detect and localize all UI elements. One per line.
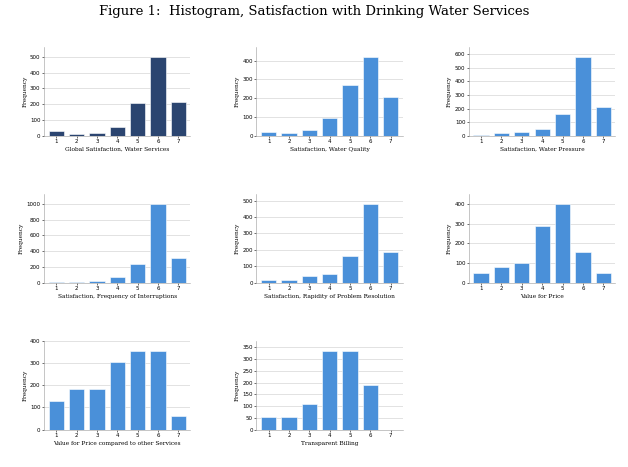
Y-axis label: Frequency: Frequency — [19, 222, 24, 254]
Y-axis label: Frequency: Frequency — [22, 76, 27, 107]
X-axis label: Satisfaction, Frequency of Interruptions: Satisfaction, Frequency of Interruptions — [58, 294, 177, 299]
Bar — [48, 282, 64, 283]
Bar — [89, 389, 104, 430]
Bar — [281, 417, 296, 430]
Bar — [514, 132, 529, 136]
Bar — [383, 97, 398, 136]
Bar — [171, 258, 186, 283]
Bar — [595, 106, 611, 136]
Bar — [110, 362, 125, 430]
Bar — [322, 274, 337, 283]
Y-axis label: Frequency: Frequency — [235, 369, 240, 401]
Bar — [555, 204, 570, 283]
Bar — [261, 280, 276, 283]
Bar — [110, 127, 125, 136]
X-axis label: Global Satisfaction, Water Services: Global Satisfaction, Water Services — [65, 147, 170, 152]
X-axis label: Value for Price: Value for Price — [521, 294, 564, 299]
Bar — [363, 57, 378, 136]
Bar — [301, 276, 317, 283]
Y-axis label: Frequency: Frequency — [235, 222, 240, 254]
Y-axis label: Frequency: Frequency — [235, 76, 240, 107]
Bar — [110, 277, 125, 283]
Bar — [575, 252, 590, 283]
X-axis label: Satisfaction, Rapidity of Problem Resolution: Satisfaction, Rapidity of Problem Resolu… — [264, 294, 395, 299]
Bar — [534, 129, 550, 136]
Bar — [363, 204, 378, 283]
Bar — [555, 114, 570, 136]
Bar — [322, 118, 337, 136]
Bar — [261, 417, 276, 430]
X-axis label: Satisfaction, Water Quality: Satisfaction, Water Quality — [290, 147, 370, 152]
Bar — [130, 351, 145, 430]
Bar — [130, 264, 145, 283]
Bar — [342, 85, 358, 136]
Bar — [301, 130, 317, 136]
Bar — [281, 133, 296, 136]
Bar — [48, 401, 64, 430]
Bar — [89, 133, 104, 136]
Bar — [261, 132, 276, 136]
Bar — [48, 131, 64, 136]
Bar — [171, 102, 186, 136]
Bar — [595, 273, 611, 283]
Text: Figure 1:  Histogram, Satisfaction with Drinking Water Services: Figure 1: Histogram, Satisfaction with D… — [99, 5, 529, 18]
Y-axis label: Frequency: Frequency — [447, 222, 452, 254]
Bar — [474, 134, 489, 136]
Bar — [474, 273, 489, 283]
Bar — [575, 57, 590, 136]
Bar — [322, 351, 337, 430]
Bar — [514, 263, 529, 283]
Bar — [534, 226, 550, 283]
Bar — [150, 57, 166, 136]
Bar — [363, 385, 378, 430]
Bar — [89, 281, 104, 283]
Bar — [69, 282, 84, 283]
Bar — [342, 351, 358, 430]
Bar — [494, 267, 509, 283]
Bar — [69, 389, 84, 430]
Bar — [150, 351, 166, 430]
Bar — [150, 204, 166, 283]
Y-axis label: Frequency: Frequency — [447, 76, 452, 107]
Bar — [494, 133, 509, 136]
X-axis label: Value for Price compared to other Services: Value for Price compared to other Servic… — [53, 441, 181, 446]
Bar — [342, 256, 358, 283]
Bar — [301, 404, 317, 430]
X-axis label: Satisfaction, Water Pressure: Satisfaction, Water Pressure — [500, 147, 585, 152]
Bar — [130, 104, 145, 136]
X-axis label: Transparent Billing: Transparent Billing — [301, 441, 359, 446]
Bar — [69, 134, 84, 136]
Bar — [171, 416, 186, 430]
Bar — [383, 252, 398, 283]
Y-axis label: Frequency: Frequency — [22, 369, 27, 401]
Bar — [281, 280, 296, 283]
